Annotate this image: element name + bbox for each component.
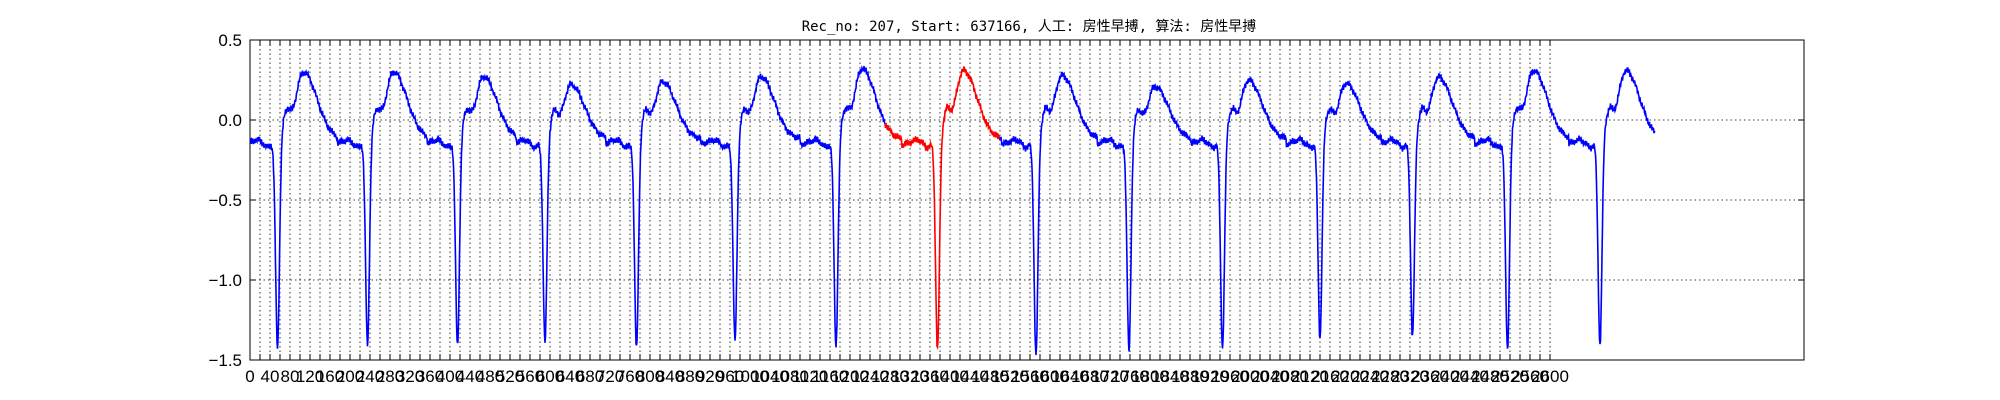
x-tick-label: 2560 — [1511, 367, 1549, 386]
x-tick-label: 1640 — [1051, 367, 1089, 386]
x-tick-label: 1240 — [851, 367, 889, 386]
x-tick-label: 1000 — [731, 367, 769, 386]
ecg-line-blue-post — [999, 66, 1656, 356]
y-axis-ticks: 0.5 0.0 −0.5 −1.0 −1.5 — [208, 31, 1804, 370]
x-tick-label: 440 — [456, 367, 484, 386]
x-tick-label: 280 — [376, 367, 404, 386]
x-tick-label: 1600 — [1031, 367, 1069, 386]
x-tick-label: 1040 — [751, 367, 789, 386]
x-tick-label: 1320 — [891, 367, 929, 386]
x-tick-label: 2200 — [1331, 367, 1369, 386]
x-tick-label: 2440 — [1451, 367, 1489, 386]
ecg-line-blue-pre — [249, 65, 886, 349]
x-tick-label: 960 — [716, 367, 744, 386]
y-tick-label: −1.0 — [208, 271, 242, 290]
signal-lines — [249, 65, 1656, 356]
x-tick-label: 80 — [281, 367, 300, 386]
x-tick-label: 920 — [696, 367, 724, 386]
x-tick-label: 120 — [296, 367, 324, 386]
x-tick-label: 2520 — [1491, 367, 1529, 386]
x-tick-label: 2360 — [1411, 367, 1449, 386]
x-tick-label: 800 — [636, 367, 664, 386]
x-axis-ticks: 0 40 8012016020024028032036040044048052056… — [245, 40, 1569, 386]
x-tick-label: 1760 — [1111, 367, 1149, 386]
x-tick-label: 2000 — [1231, 367, 1269, 386]
x-tick-label: 360 — [416, 367, 444, 386]
x-tick-label: 1560 — [1011, 367, 1049, 386]
chart-title: Rec_no: 207, Start: 637166, 人工: 房性早搏, 算法… — [802, 18, 1257, 35]
x-tick-label: 480 — [476, 367, 504, 386]
x-tick-label: 2400 — [1431, 367, 1469, 386]
x-tick-label: 2080 — [1271, 367, 1309, 386]
x-tick-label: 1200 — [831, 367, 869, 386]
x-tick-label: 560 — [516, 367, 544, 386]
x-tick-label: 840 — [656, 367, 684, 386]
x-tick-label: 400 — [436, 367, 464, 386]
x-tick-label: 1720 — [1091, 367, 1129, 386]
x-tick-label: 1480 — [971, 367, 1009, 386]
x-tick-label: 40 — [261, 367, 280, 386]
x-tick-label: 680 — [576, 367, 604, 386]
x-tick-label: 1800 — [1131, 367, 1169, 386]
x-tick-label: 2040 — [1251, 367, 1289, 386]
x-tick-label: 200 — [336, 367, 364, 386]
x-tick-label: 2160 — [1311, 367, 1349, 386]
x-tick-label: 1080 — [771, 367, 809, 386]
x-tick-label: 2120 — [1291, 367, 1329, 386]
x-tick-label: 0 — [245, 367, 254, 386]
x-tick-label: 2280 — [1371, 367, 1409, 386]
x-tick-label: 1360 — [911, 367, 949, 386]
x-tick-label: 320 — [396, 367, 424, 386]
x-tick-label: 2320 — [1391, 367, 1429, 386]
x-tick-label: 2240 — [1351, 367, 1389, 386]
x-tick-label: 1960 — [1211, 367, 1249, 386]
x-tick-label: 1920 — [1191, 367, 1229, 386]
x-tick-label: 720 — [596, 367, 624, 386]
x-tick-label: 880 — [676, 367, 704, 386]
y-tick-label: −1.5 — [208, 351, 242, 370]
y-tick-label: 0.0 — [218, 111, 242, 130]
x-tick-label: 1120 — [792, 367, 829, 386]
x-tick-label: 1880 — [1171, 367, 1209, 386]
ecg-line-red-highlight — [884, 66, 1001, 350]
x-tick-label: 1440 — [951, 367, 989, 386]
plot-area — [249, 39, 1805, 361]
y-tick-label: 0.5 — [218, 31, 242, 50]
y-tick-label: −0.5 — [208, 191, 242, 210]
x-tick-label: 1400 — [931, 367, 969, 386]
x-tick-label: 240 — [356, 367, 384, 386]
x-tick-label: 640 — [556, 367, 584, 386]
x-tick-label: 160 — [316, 367, 344, 386]
x-tick-label: 1280 — [871, 367, 909, 386]
x-tick-label: 1680 — [1071, 367, 1109, 386]
x-tick-label: 1840 — [1151, 367, 1189, 386]
x-tick-label: 2480 — [1471, 367, 1509, 386]
x-tick-label: 520 — [496, 367, 524, 386]
x-tick-label: 1160 — [812, 367, 849, 386]
x-tick-label: 760 — [616, 367, 644, 386]
x-tick-label: 2600 — [1531, 367, 1569, 386]
x-tick-label: 1520 — [991, 367, 1029, 386]
x-tick-label: 600 — [536, 367, 564, 386]
grid-lines — [250, 39, 1804, 361]
